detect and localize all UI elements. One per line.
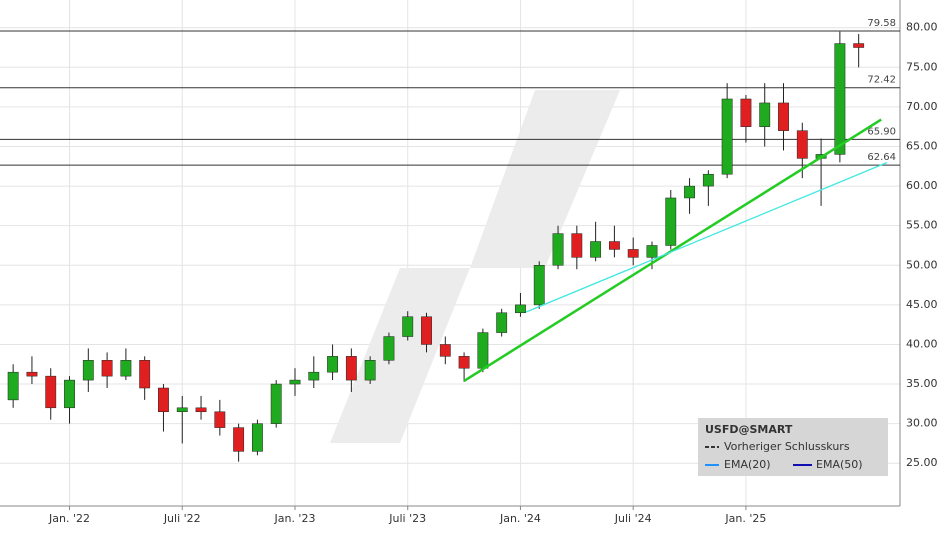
candle-body xyxy=(721,98,733,175)
candle-body xyxy=(101,360,113,377)
x-tick-label: Jan. '23 xyxy=(273,512,315,525)
candle-body xyxy=(158,387,169,413)
y-tick-label: 35.00 xyxy=(906,377,938,390)
candle-body xyxy=(759,102,771,127)
legend-label: EMA(50) xyxy=(816,458,863,471)
candle-body xyxy=(684,185,695,199)
candle-body xyxy=(214,411,226,428)
x-tick-label: Jan. '24 xyxy=(499,512,541,525)
candle-body xyxy=(646,245,658,258)
candle-body xyxy=(740,98,752,127)
candle-body xyxy=(702,173,714,187)
y-tick-label: 65.00 xyxy=(906,139,938,152)
watermark xyxy=(470,90,620,268)
level-label: 65.90 xyxy=(867,126,896,137)
y-tick-label: 70.00 xyxy=(906,100,938,113)
candle-body xyxy=(327,356,338,373)
level-label: 72.42 xyxy=(867,75,896,86)
x-tick-label: Juli '22 xyxy=(163,512,201,525)
candle-body xyxy=(402,316,414,337)
legend-title: USFD@SMART xyxy=(705,423,793,436)
candle-body xyxy=(45,375,57,409)
candle-body xyxy=(139,360,151,389)
y-tick-label: 45.00 xyxy=(906,298,938,311)
trend-line xyxy=(463,118,882,382)
x-tick-label: Juli '23 xyxy=(388,512,426,525)
level-label: 79.58 xyxy=(867,18,896,29)
candle-body xyxy=(270,383,282,424)
trend-line xyxy=(525,162,888,313)
candle-body xyxy=(439,344,451,357)
candle-body xyxy=(289,379,301,385)
candle-body xyxy=(383,336,395,361)
candle-body xyxy=(590,241,602,258)
candle-body xyxy=(195,407,207,413)
candle-body xyxy=(571,233,583,258)
candle-body xyxy=(233,427,245,452)
candle-body xyxy=(7,371,19,401)
candle-body xyxy=(458,356,470,369)
y-tick-label: 80.00 xyxy=(906,21,938,34)
candle-body xyxy=(364,360,376,381)
candle-body xyxy=(515,304,526,314)
legend: USFD@SMART Vorheriger Schlusskurs EMA(20… xyxy=(698,418,888,476)
candle-body xyxy=(496,312,508,333)
legend-label: EMA(20) xyxy=(724,458,771,471)
legend-label: Vorheriger Schlusskurs xyxy=(724,440,850,453)
candle-body xyxy=(608,241,620,250)
legend-box xyxy=(698,418,888,476)
candle-body xyxy=(627,249,639,258)
y-tick-label: 50.00 xyxy=(906,258,938,271)
watermark xyxy=(330,268,470,443)
candle-body xyxy=(796,130,808,159)
candle-body xyxy=(853,43,865,48)
candle-body xyxy=(834,43,846,155)
candle-body xyxy=(176,407,188,413)
y-tick-label: 30.00 xyxy=(906,417,938,430)
candle-body xyxy=(120,360,132,377)
y-tick-label: 75.00 xyxy=(906,60,938,73)
x-tick-label: Jan. '22 xyxy=(48,512,90,525)
candle-body xyxy=(477,332,489,369)
level-label: 62.64 xyxy=(867,152,896,163)
candle-body xyxy=(778,102,789,131)
candle-body xyxy=(533,265,545,306)
candle-body xyxy=(552,233,564,266)
candle-body xyxy=(251,423,263,452)
x-tick-label: Jan. '25 xyxy=(724,512,766,525)
y-tick-label: 40.00 xyxy=(906,337,938,350)
y-tick-label: 60.00 xyxy=(906,179,938,192)
y-tick-label: 55.00 xyxy=(906,219,938,232)
candle-body xyxy=(64,379,75,409)
candle-body xyxy=(308,371,320,381)
x-tick-label: Juli '24 xyxy=(614,512,652,525)
candle-body xyxy=(82,360,94,381)
y-tick-label: 25.00 xyxy=(906,456,938,469)
candle-body xyxy=(421,316,432,345)
candle-body xyxy=(26,371,38,377)
candle-body xyxy=(665,197,677,246)
candle-body xyxy=(345,356,357,381)
